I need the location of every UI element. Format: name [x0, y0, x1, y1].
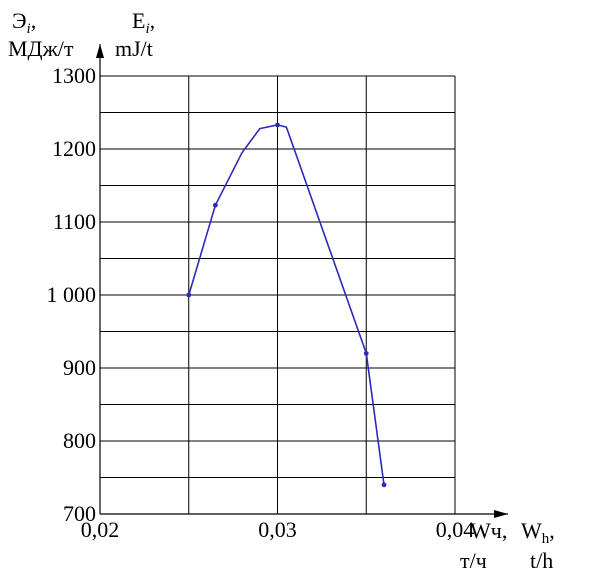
x-label-en-unit: t/h: [530, 548, 553, 573]
y-label-en-unit: mJ/t: [115, 36, 153, 61]
x-label-ru: Wч,: [470, 518, 507, 543]
y-label-en: Ei,: [132, 8, 155, 37]
y-label-en-sub: i: [145, 21, 149, 37]
y-tick-label: 900: [63, 355, 96, 380]
x-label-en-sub: h: [542, 531, 550, 547]
y-label-ru: Эi,: [12, 8, 36, 37]
y-tick-label: 1200: [52, 136, 96, 161]
y-label-ru-main: Э: [12, 8, 27, 33]
y-label-en-main: E: [132, 8, 145, 33]
x-axis-arrow: [494, 510, 508, 518]
x-tick-labels: 0,02 0,03 0,04: [81, 517, 475, 542]
y-label-ru-sub: i: [27, 21, 31, 37]
y-tick-label: 1 000: [47, 282, 97, 307]
x-tick-label: 0,03: [258, 517, 297, 542]
data-point: [275, 122, 280, 128]
data-point: [381, 482, 387, 488]
y-label-en-suffix: ,: [150, 8, 156, 33]
series-line: [188, 124, 385, 485]
x-label-en: Wh,: [521, 518, 555, 547]
x-label-en-main: W: [521, 518, 542, 543]
y-tick-label: 1300: [52, 63, 96, 88]
x-tick-label: 0,04: [436, 517, 475, 542]
series: [186, 122, 387, 488]
y-tick-label: 1100: [53, 209, 96, 234]
y-tick-label: 700: [63, 501, 96, 526]
x-label-ru-unit: т/ч: [460, 548, 487, 573]
axes: [96, 44, 508, 518]
y-label-ru-suffix: ,: [31, 8, 37, 33]
x-label-en-suffix: ,: [549, 518, 555, 543]
x-tick-label: 0,02: [81, 517, 120, 542]
y-axis-arrow: [96, 44, 104, 58]
y-tick-labels: 700 800 900 1 000 1100 1200 1300: [47, 63, 97, 526]
data-point: [212, 202, 218, 208]
data-point: [186, 292, 192, 298]
y-label-ru-unit: МДж/т: [8, 36, 74, 61]
data-point: [363, 351, 369, 356]
y-tick-label: 800: [63, 428, 96, 453]
grid: [100, 75, 456, 514]
